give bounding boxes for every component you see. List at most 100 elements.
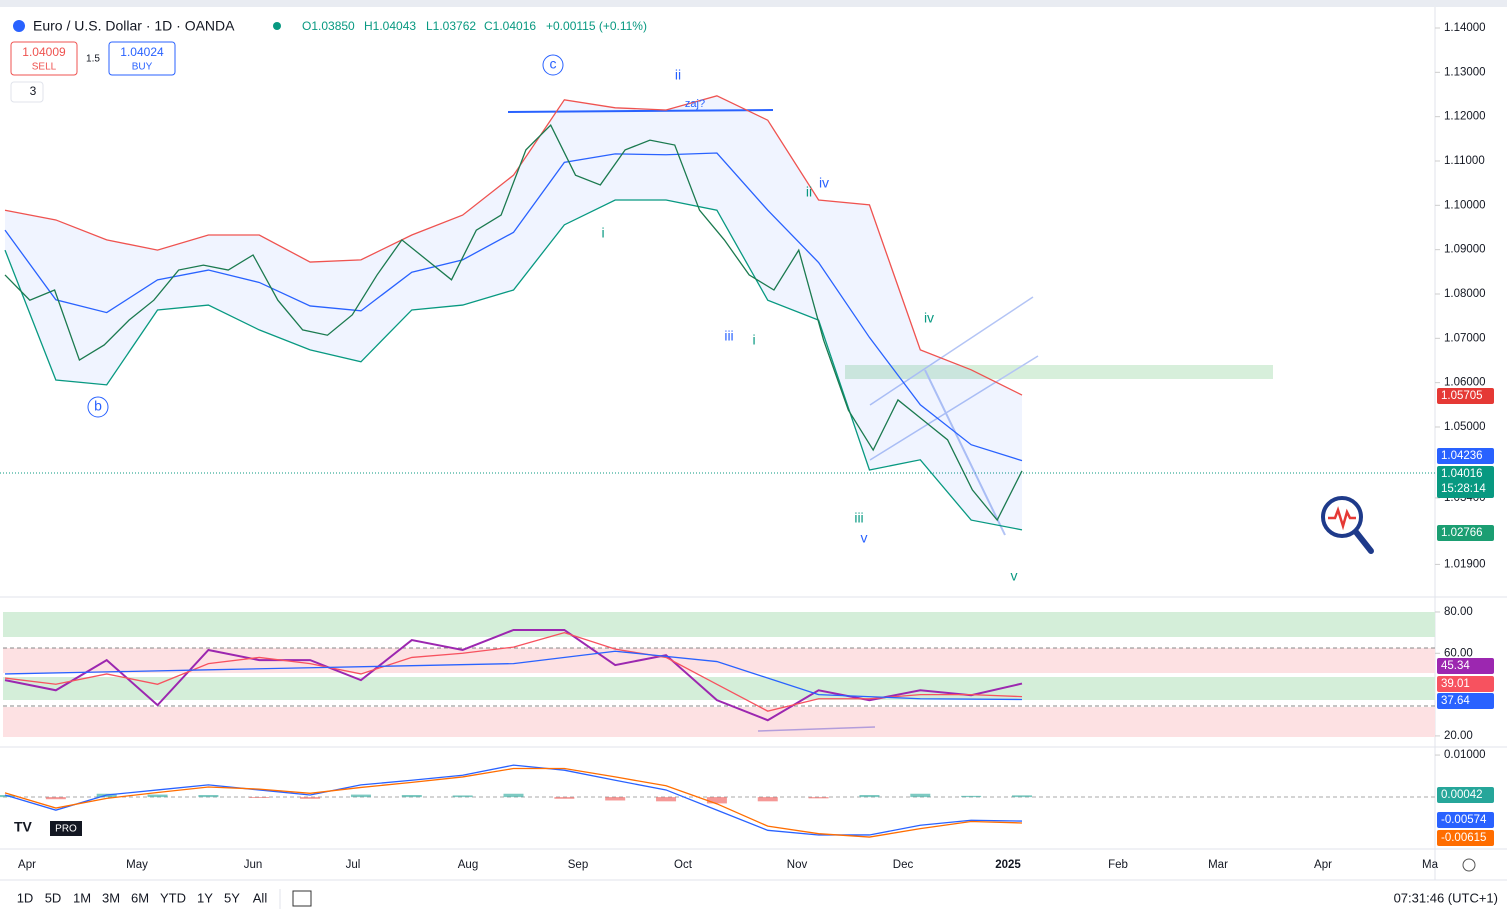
- histogram-bar: [605, 797, 626, 801]
- logo: TV: [14, 819, 33, 835]
- series-line: [4, 628, 1023, 722]
- price-badge: [1437, 693, 1494, 709]
- symbol-icon: [13, 20, 25, 32]
- price-badge-label: 1.04016: [1441, 468, 1483, 480]
- wave-label: iv: [924, 310, 934, 326]
- y-tick-label: 1.08000: [1444, 288, 1486, 300]
- sell-button[interactable]: [10, 41, 78, 76]
- histogram-bar: [706, 797, 727, 804]
- y-tick-label: 1.06000: [1444, 377, 1486, 389]
- price-badge: [1437, 525, 1494, 541]
- x-tick-label: Jul: [346, 859, 361, 871]
- price-badge: [1437, 448, 1494, 464]
- buy-button[interactable]: [108, 41, 176, 76]
- x-tick-label: Jun: [244, 859, 263, 871]
- x-tick-label: Apr: [18, 859, 36, 871]
- countdown: 15:28:14: [1441, 483, 1486, 495]
- range-button[interactable]: 1M: [73, 890, 91, 905]
- price-badge: [1437, 812, 1494, 828]
- price-badge: [1437, 830, 1494, 846]
- range-button[interactable]: 1D: [17, 890, 34, 905]
- rsi-zone: [3, 612, 1435, 637]
- settings-icon[interactable]: [1462, 858, 1476, 872]
- ohlc-value: C1.04016: [484, 19, 536, 33]
- histogram-bar: [401, 795, 422, 798]
- x-tick-label: Ma: [1422, 859, 1439, 871]
- top-border: [0, 0, 1507, 7]
- y-tick-label: 1.14000: [1444, 22, 1486, 34]
- histogram-bar: [198, 795, 219, 798]
- y-tick-label: 1.07000: [1444, 332, 1486, 344]
- x-tick-label: 2025: [995, 859, 1021, 871]
- series-line: [4, 95, 1023, 396]
- x-tick-label: Sep: [568, 859, 588, 871]
- range-button[interactable]: 3M: [102, 890, 120, 905]
- wave-label: ii: [806, 184, 812, 200]
- wave-circle: [87, 396, 109, 418]
- x-tick-label: Oct: [674, 859, 693, 871]
- histogram-bar: [961, 795, 982, 798]
- y-tick-label: 1.01900: [1444, 558, 1486, 570]
- range-button[interactable]: YTD: [160, 890, 186, 905]
- collapse-button[interactable]: [10, 81, 44, 103]
- histogram-bar: [554, 797, 575, 799]
- date-range-icon[interactable]: [292, 890, 312, 907]
- y-tick-label: 1.13000: [1444, 66, 1486, 78]
- ohlc-value: H1.04043: [364, 19, 416, 33]
- range-button[interactable]: 5D: [45, 890, 62, 905]
- x-tick-label: Nov: [787, 859, 808, 871]
- ohlc-value: L1.03762: [426, 19, 476, 33]
- x-tick-label: Feb: [1108, 859, 1128, 871]
- price-badge-label: 0.00042: [1441, 789, 1483, 801]
- logo-badge: [50, 821, 82, 836]
- histogram-bar: [1012, 795, 1032, 798]
- y-tick-label: 20.00: [1444, 730, 1473, 742]
- buy-price: 1.04024: [120, 45, 164, 59]
- range-button[interactable]: 5Y: [224, 890, 240, 905]
- trend-line: [924, 369, 1006, 536]
- price-badge-label: -0.00574: [1441, 814, 1487, 826]
- price-badge-label: 1.02766: [1441, 527, 1483, 539]
- range-button[interactable]: 6M: [131, 890, 149, 905]
- series-line: [4, 767, 1023, 838]
- wave-label: ii: [675, 67, 681, 83]
- sell-price: 1.04009: [22, 45, 66, 59]
- symbol[interactable]: Euro / U.S. Dollar · 1D · OANDA: [33, 18, 235, 34]
- y-tick-label: 1.10000: [1444, 199, 1486, 211]
- wave-label: v: [861, 530, 868, 546]
- wave-circle: [542, 54, 564, 76]
- histogram-bar: [350, 794, 371, 798]
- band-fill: [5, 95, 1022, 530]
- x-tick-label: Aug: [458, 859, 478, 871]
- wave-label: c: [550, 56, 557, 72]
- rsi-zone: [3, 677, 1435, 700]
- range-button[interactable]: 1Y: [197, 890, 213, 905]
- clock: 07:31:46 (UTC+1): [1394, 890, 1498, 905]
- price-badge-label: 39.01: [1441, 678, 1470, 690]
- collapse-count: 3: [30, 84, 37, 98]
- x-tick-label: Apr: [1314, 859, 1332, 871]
- histogram-bar: [503, 793, 524, 798]
- wave-label: i: [752, 332, 755, 348]
- histogram-bar: [45, 797, 66, 800]
- series-line: [4, 650, 1023, 701]
- sell-label: SELL: [32, 62, 57, 73]
- price-badge-label: 37.64: [1441, 695, 1470, 707]
- spread: 1.5: [86, 54, 100, 65]
- y-tick-label: 60.00: [1444, 647, 1473, 659]
- rsi-zone: [3, 707, 1435, 737]
- zone-box: [845, 365, 1273, 379]
- x-tick-label: Mar: [1208, 859, 1228, 871]
- buy-label: BUY: [132, 62, 153, 73]
- wave-label: iii: [854, 510, 863, 526]
- y-tick-label: 0.01000: [1444, 749, 1486, 761]
- price-badge: [1437, 787, 1494, 803]
- histogram-bar: [147, 794, 168, 798]
- y-tick-label: 1.12000: [1444, 111, 1486, 123]
- range-button[interactable]: All: [253, 890, 268, 905]
- x-tick-label: Dec: [893, 859, 914, 871]
- x-tick-label: May: [126, 859, 148, 871]
- wave-label: iv: [819, 175, 829, 191]
- series-line: [4, 152, 1023, 462]
